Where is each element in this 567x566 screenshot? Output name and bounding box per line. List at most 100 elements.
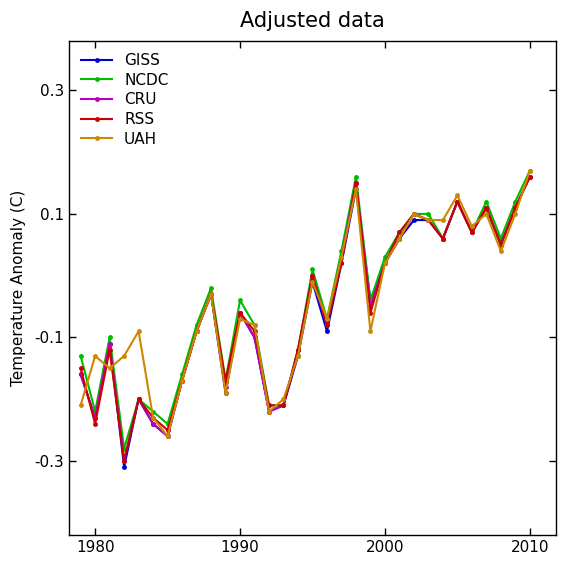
UAH [497, 247, 504, 254]
UAH [135, 328, 142, 335]
UAH [411, 211, 417, 217]
RSS [135, 396, 142, 402]
GISS [338, 260, 345, 267]
CRU [135, 396, 142, 402]
GISS [280, 402, 287, 409]
NCDC [512, 198, 519, 205]
NCDC [439, 235, 446, 242]
CRU [396, 235, 403, 242]
UAH [265, 408, 272, 415]
RSS [236, 310, 243, 316]
GISS [367, 297, 374, 304]
NCDC [396, 229, 403, 236]
NCDC [309, 266, 316, 273]
GISS [353, 186, 359, 192]
NCDC [454, 198, 461, 205]
GISS [179, 378, 185, 384]
UAH [338, 254, 345, 260]
GISS [251, 334, 258, 341]
NCDC [497, 235, 504, 242]
Y-axis label: Temperature Anomaly (C): Temperature Anomaly (C) [11, 190, 26, 386]
GISS [295, 353, 302, 359]
UAH [396, 235, 403, 242]
RSS [295, 346, 302, 353]
UAH [208, 291, 214, 298]
UAH [512, 211, 519, 217]
RSS [396, 229, 403, 236]
GISS [92, 414, 99, 421]
RSS [526, 173, 533, 180]
RSS [121, 457, 128, 464]
RSS [222, 378, 229, 384]
UAH [236, 315, 243, 322]
CRU [526, 173, 533, 180]
UAH [164, 433, 171, 440]
NCDC [526, 168, 533, 174]
RSS [179, 378, 185, 384]
GISS [208, 291, 214, 298]
RSS [425, 217, 432, 224]
CRU [77, 371, 84, 378]
RSS [280, 402, 287, 409]
CRU [208, 291, 214, 298]
CRU [367, 303, 374, 310]
GISS [483, 204, 490, 211]
RSS [193, 328, 200, 335]
UAH [526, 168, 533, 174]
RSS [454, 198, 461, 205]
NCDC [251, 321, 258, 328]
RSS [439, 235, 446, 242]
RSS [92, 421, 99, 427]
CRU [425, 217, 432, 224]
GISS [512, 204, 519, 211]
CRU [179, 378, 185, 384]
Line: GISS: GISS [78, 174, 532, 470]
RSS [106, 346, 113, 353]
GISS [193, 328, 200, 335]
CRU [222, 383, 229, 390]
GISS [309, 278, 316, 285]
NCDC [208, 285, 214, 291]
CRU [236, 310, 243, 316]
Legend: GISS, NCDC, CRU, RSS, UAH: GISS, NCDC, CRU, RSS, UAH [77, 49, 173, 151]
NCDC [367, 297, 374, 304]
CRU [324, 321, 331, 328]
GISS [265, 408, 272, 415]
RSS [77, 365, 84, 372]
UAH [309, 278, 316, 285]
GISS [468, 229, 475, 236]
NCDC [106, 334, 113, 341]
GISS [236, 310, 243, 316]
CRU [265, 408, 272, 415]
UAH [222, 389, 229, 396]
UAH [280, 396, 287, 402]
NCDC [236, 297, 243, 304]
NCDC [295, 346, 302, 353]
NCDC [164, 421, 171, 427]
RSS [497, 241, 504, 248]
UAH [454, 192, 461, 199]
UAH [121, 353, 128, 359]
UAH [179, 378, 185, 384]
GISS [425, 217, 432, 224]
GISS [454, 198, 461, 205]
UAH [439, 217, 446, 224]
NCDC [411, 211, 417, 217]
UAH [92, 353, 99, 359]
RSS [411, 211, 417, 217]
NCDC [121, 445, 128, 452]
RSS [468, 229, 475, 236]
NCDC [92, 408, 99, 415]
GISS [411, 217, 417, 224]
GISS [77, 371, 84, 378]
Line: UAH: UAH [78, 168, 532, 439]
GISS [526, 173, 533, 180]
NCDC [150, 408, 156, 415]
UAH [468, 223, 475, 230]
RSS [265, 402, 272, 409]
NCDC [77, 353, 84, 359]
Line: CRU: CRU [78, 174, 532, 464]
NCDC [280, 402, 287, 409]
NCDC [468, 229, 475, 236]
UAH [251, 321, 258, 328]
